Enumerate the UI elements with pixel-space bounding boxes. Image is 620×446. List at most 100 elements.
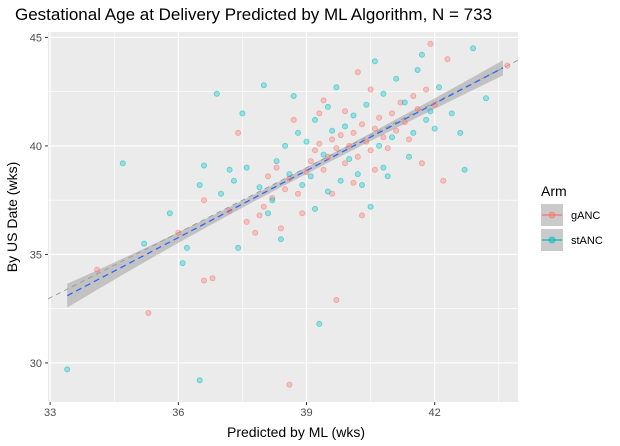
data-point-stanc — [235, 244, 242, 251]
data-point-ganc — [401, 119, 408, 126]
data-point-ganc — [440, 177, 447, 184]
data-point-ganc — [337, 132, 344, 139]
data-point-ganc — [235, 129, 242, 136]
reference-lines — [47, 59, 519, 300]
data-point-stanc — [311, 205, 318, 212]
data-point-stanc — [448, 110, 455, 117]
data-point-stanc — [346, 155, 353, 162]
data-point-stanc — [384, 173, 391, 180]
data-point-stanc — [64, 366, 71, 373]
data-point-stanc — [307, 173, 314, 180]
series-stanc — [64, 45, 489, 384]
confidence-band-group — [67, 60, 503, 308]
data-point-stanc — [166, 210, 173, 217]
data-point-ganc — [333, 296, 340, 303]
data-point-ganc — [256, 212, 263, 219]
data-point-ganc — [414, 106, 421, 113]
data-point-ganc — [307, 158, 314, 165]
data-point-ganc — [260, 203, 267, 210]
data-point-stanc — [380, 90, 387, 97]
data-point-ganc — [380, 134, 387, 141]
data-point-stanc — [299, 181, 306, 188]
data-point-stanc — [303, 138, 310, 145]
data-point-ganc — [346, 142, 353, 149]
data-point-stanc — [196, 181, 203, 188]
data-point-ganc — [277, 225, 284, 232]
data-point-stanc — [179, 260, 186, 267]
data-point-stanc — [354, 171, 361, 178]
data-point-stanc — [119, 160, 126, 167]
x-tick-label: 42 — [429, 407, 441, 419]
data-point-stanc — [401, 99, 408, 106]
data-point-stanc — [410, 129, 417, 136]
legend-item-stanc: stANC — [541, 229, 603, 251]
data-point-stanc — [200, 162, 207, 169]
data-point-stanc — [358, 181, 365, 188]
y-tick-label: 45 — [30, 32, 42, 44]
data-point-ganc — [209, 275, 216, 282]
data-point-ganc — [329, 136, 336, 143]
data-point-stanc — [371, 58, 378, 65]
data-point-stanc — [294, 129, 301, 136]
regression-fit-line — [66, 67, 504, 297]
legend-label-stanc: stANC — [571, 235, 603, 247]
confidence-band — [67, 60, 503, 308]
x-axis-title: Predicted by ML (wks) — [227, 424, 365, 440]
data-point-stanc — [363, 101, 370, 108]
data-point-ganc — [371, 125, 378, 132]
x-tick-label: 33 — [44, 407, 56, 419]
data-point-stanc — [435, 84, 442, 91]
data-point-ganc — [393, 127, 400, 134]
data-point-ganc — [384, 145, 391, 152]
data-point-ganc — [94, 266, 101, 273]
data-point-stanc — [213, 90, 220, 97]
data-point-stanc — [290, 93, 297, 100]
data-point-ganc — [371, 166, 378, 173]
data-point-stanc — [405, 153, 412, 160]
data-point-stanc — [282, 142, 289, 149]
data-point-ganc — [264, 173, 271, 180]
data-point-stanc — [239, 110, 246, 117]
data-point-ganc — [354, 69, 361, 76]
data-point-stanc — [393, 75, 400, 82]
data-point-stanc — [311, 116, 318, 123]
data-point-stanc — [230, 177, 237, 184]
data-point-ganc — [341, 160, 348, 167]
data-point-stanc — [273, 158, 280, 165]
data-point-ganc — [316, 140, 323, 147]
data-point-ganc — [418, 160, 425, 167]
data-point-stanc — [256, 184, 263, 191]
data-point-stanc — [376, 142, 383, 149]
legend-key-point-stanc — [548, 236, 556, 244]
data-point-ganc — [290, 116, 297, 123]
data-point-ganc — [243, 218, 250, 225]
data-point-stanc — [423, 116, 430, 123]
data-point-stanc — [324, 188, 331, 195]
data-point-ganc — [311, 147, 318, 154]
data-point-ganc — [367, 86, 374, 93]
data-point-stanc — [470, 45, 477, 52]
data-point-stanc — [333, 84, 340, 91]
data-point-stanc — [277, 236, 284, 243]
data-point-stanc — [414, 67, 421, 74]
data-point-ganc — [333, 145, 340, 152]
data-point-stanc — [286, 171, 293, 178]
data-point-stanc — [418, 51, 425, 58]
data-point-stanc — [380, 164, 387, 171]
legend-key-point-ganc — [548, 211, 556, 219]
data-point-ganc — [367, 147, 374, 154]
data-point-stanc — [329, 127, 336, 134]
y-tick-label: 35 — [30, 249, 42, 261]
axis-ticks: 33 36 39 42 30 35 40 45 — [30, 32, 441, 419]
data-point-ganc — [200, 197, 207, 204]
data-point-stanc — [367, 203, 374, 210]
y-tick-label: 30 — [30, 358, 42, 370]
data-point-stanc — [341, 123, 348, 130]
data-point-ganc — [175, 229, 182, 236]
data-point-stanc — [350, 112, 357, 119]
gridlines — [48, 32, 518, 402]
data-point-ganc — [504, 62, 511, 69]
y-tick-label: 40 — [30, 141, 42, 153]
data-point-ganc — [388, 110, 395, 117]
data-point-stanc — [243, 164, 250, 171]
